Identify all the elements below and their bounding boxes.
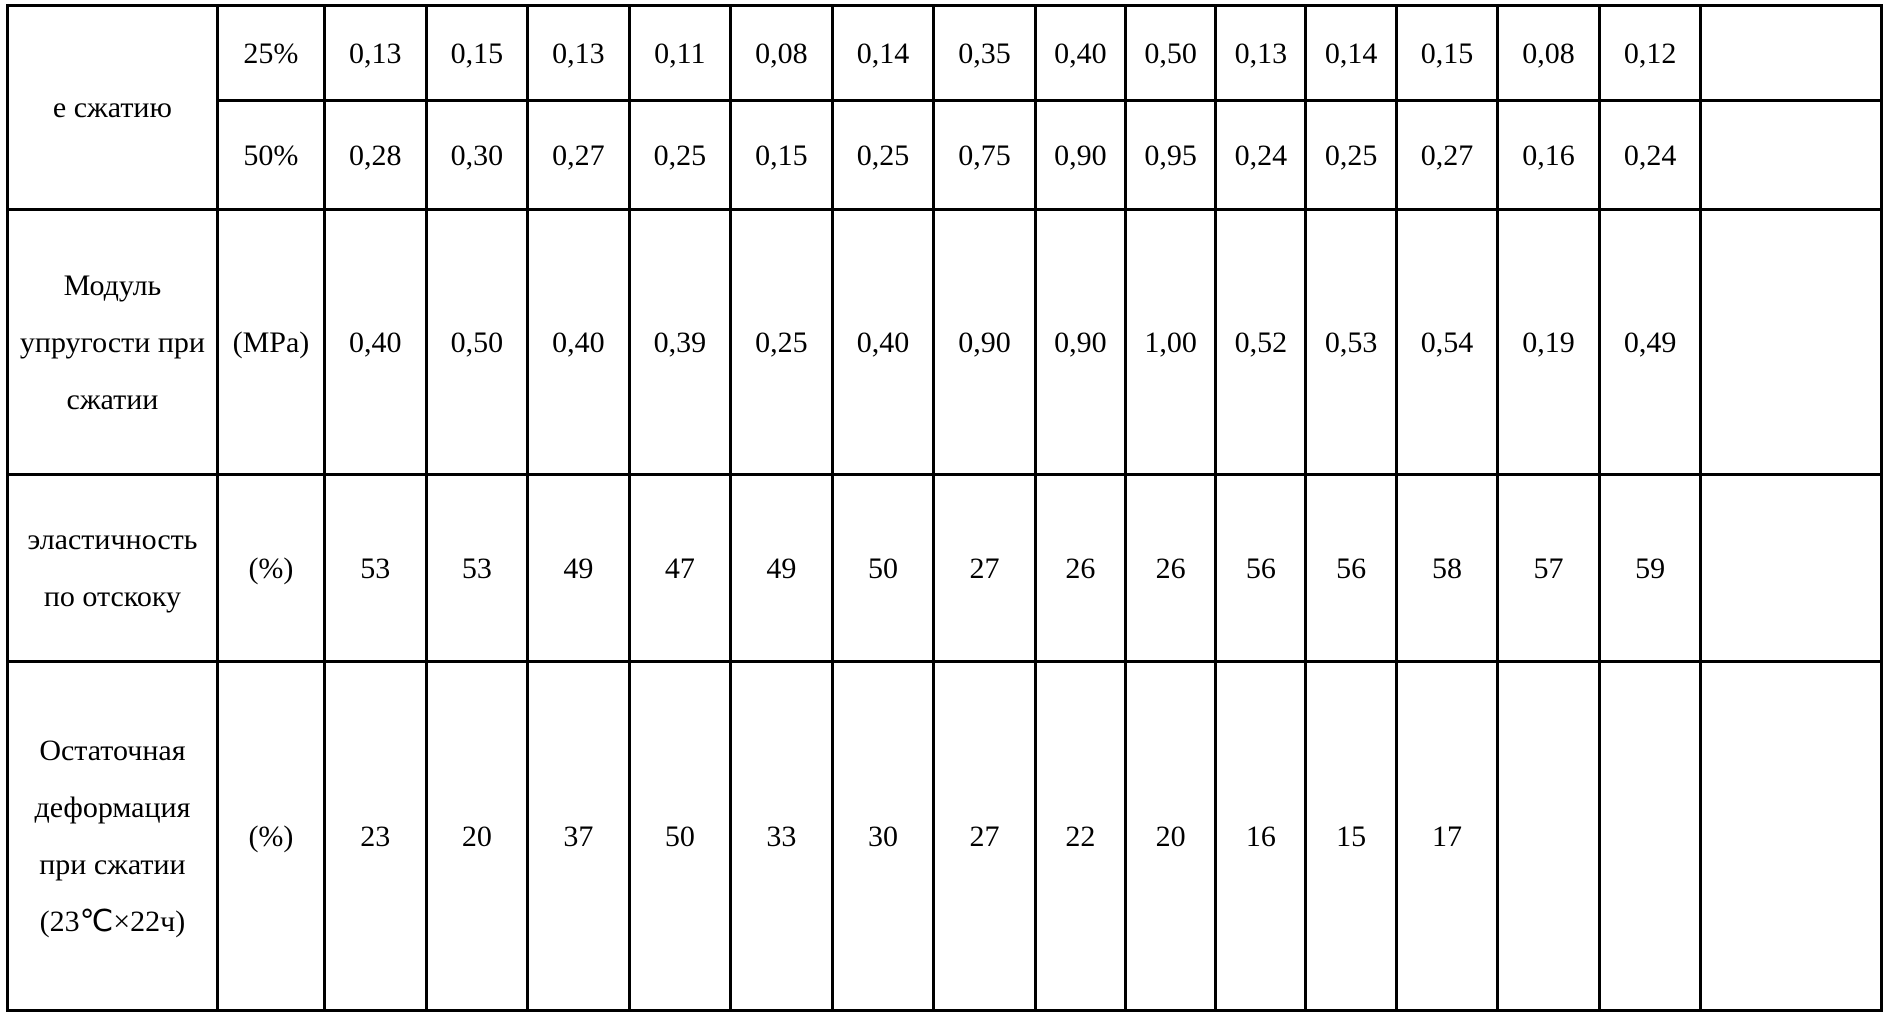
value-cell: 37 <box>528 662 630 1011</box>
value-cell: 0,11 <box>629 6 731 101</box>
value-cell: 58 <box>1396 475 1498 662</box>
table-row: 50% 0,28 0,30 0,27 0,25 0,15 0,25 0,75 0… <box>8 101 1882 210</box>
table-row: Остаточная деформация при сжатии (23℃×22… <box>8 662 1882 1011</box>
value-cell <box>1701 662 1882 1011</box>
value-cell: 23 <box>325 662 427 1011</box>
value-cell: 47 <box>629 475 731 662</box>
value-cell: 0,50 <box>1125 6 1215 101</box>
value-cell: 0,19 <box>1498 210 1600 475</box>
value-cell <box>1701 101 1882 210</box>
value-cell: 0,28 <box>325 101 427 210</box>
value-cell: 27 <box>934 662 1036 1011</box>
value-cell: 50 <box>629 662 731 1011</box>
value-cell: 57 <box>1498 475 1600 662</box>
value-cell: 0,16 <box>1498 101 1600 210</box>
properties-table: е сжатию 25% 0,13 0,15 0,13 0,11 0,08 0,… <box>6 4 1883 1012</box>
value-cell: 0,53 <box>1306 210 1396 475</box>
value-cell: 30 <box>832 662 934 1011</box>
value-cell: 53 <box>325 475 427 662</box>
value-cell: 49 <box>731 475 833 662</box>
value-cell <box>1701 6 1882 101</box>
value-cell: 0,25 <box>832 101 934 210</box>
value-cell: 0,52 <box>1216 210 1306 475</box>
value-cell: 1,00 <box>1125 210 1215 475</box>
value-cell: 16 <box>1216 662 1306 1011</box>
value-cell: 0,35 <box>934 6 1036 101</box>
value-cell: 0,25 <box>731 210 833 475</box>
value-cell: 0,90 <box>934 210 1036 475</box>
value-cell: 0,13 <box>1216 6 1306 101</box>
value-cell: 0,14 <box>1306 6 1396 101</box>
value-cell <box>1498 662 1600 1011</box>
row-label-compression: е сжатию <box>8 6 218 210</box>
value-cell: 0,27 <box>1396 101 1498 210</box>
value-cell <box>1599 662 1701 1011</box>
value-cell: 0,13 <box>325 6 427 101</box>
value-cell: 0,15 <box>731 101 833 210</box>
value-cell: 33 <box>731 662 833 1011</box>
value-cell: 0,08 <box>1498 6 1600 101</box>
row-label-modulus: Модуль упругости при сжатии <box>8 210 218 475</box>
row-label-residual: Остаточная деформация при сжатии (23℃×22… <box>8 662 218 1011</box>
value-cell: 20 <box>426 662 528 1011</box>
unit-cell: 50% <box>217 101 324 210</box>
table-row: Модуль упругости при сжатии (MPa) 0,40 0… <box>8 210 1882 475</box>
value-cell: 0,24 <box>1216 101 1306 210</box>
value-cell: 20 <box>1125 662 1215 1011</box>
value-cell: 0,15 <box>426 6 528 101</box>
value-cell: 0,39 <box>629 210 731 475</box>
value-cell <box>1701 210 1882 475</box>
value-cell: 0,08 <box>731 6 833 101</box>
value-cell: 0,50 <box>426 210 528 475</box>
value-cell: 0,25 <box>629 101 731 210</box>
value-cell: 0,95 <box>1125 101 1215 210</box>
value-cell: 0,27 <box>528 101 630 210</box>
value-cell: 22 <box>1035 662 1125 1011</box>
value-cell <box>1701 475 1882 662</box>
value-cell: 0,40 <box>528 210 630 475</box>
value-cell: 26 <box>1125 475 1215 662</box>
value-cell: 0,40 <box>1035 6 1125 101</box>
value-cell: 0,12 <box>1599 6 1701 101</box>
value-cell: 56 <box>1306 475 1396 662</box>
value-cell: 0,14 <box>832 6 934 101</box>
value-cell: 56 <box>1216 475 1306 662</box>
value-cell: 15 <box>1306 662 1396 1011</box>
value-cell: 59 <box>1599 475 1701 662</box>
value-cell: 0,75 <box>934 101 1036 210</box>
table-row: е сжатию 25% 0,13 0,15 0,13 0,11 0,08 0,… <box>8 6 1882 101</box>
value-cell: 0,24 <box>1599 101 1701 210</box>
unit-cell: (MPa) <box>217 210 324 475</box>
unit-cell: (%) <box>217 662 324 1011</box>
value-cell: 49 <box>528 475 630 662</box>
value-cell: 53 <box>426 475 528 662</box>
value-cell: 27 <box>934 475 1036 662</box>
value-cell: 0,40 <box>325 210 427 475</box>
value-cell: 0,49 <box>1599 210 1701 475</box>
unit-cell: (%) <box>217 475 324 662</box>
value-cell: 50 <box>832 475 934 662</box>
value-cell: 26 <box>1035 475 1125 662</box>
value-cell: 0,15 <box>1396 6 1498 101</box>
unit-cell: 25% <box>217 6 324 101</box>
row-label-rebound: эластичность по отскоку <box>8 475 218 662</box>
value-cell: 0,90 <box>1035 101 1125 210</box>
value-cell: 0,90 <box>1035 210 1125 475</box>
value-cell: 0,13 <box>528 6 630 101</box>
value-cell: 0,30 <box>426 101 528 210</box>
value-cell: 17 <box>1396 662 1498 1011</box>
value-cell: 0,54 <box>1396 210 1498 475</box>
value-cell: 0,40 <box>832 210 934 475</box>
table-row: эластичность по отскоку (%) 53 53 49 47 … <box>8 475 1882 662</box>
value-cell: 0,25 <box>1306 101 1396 210</box>
